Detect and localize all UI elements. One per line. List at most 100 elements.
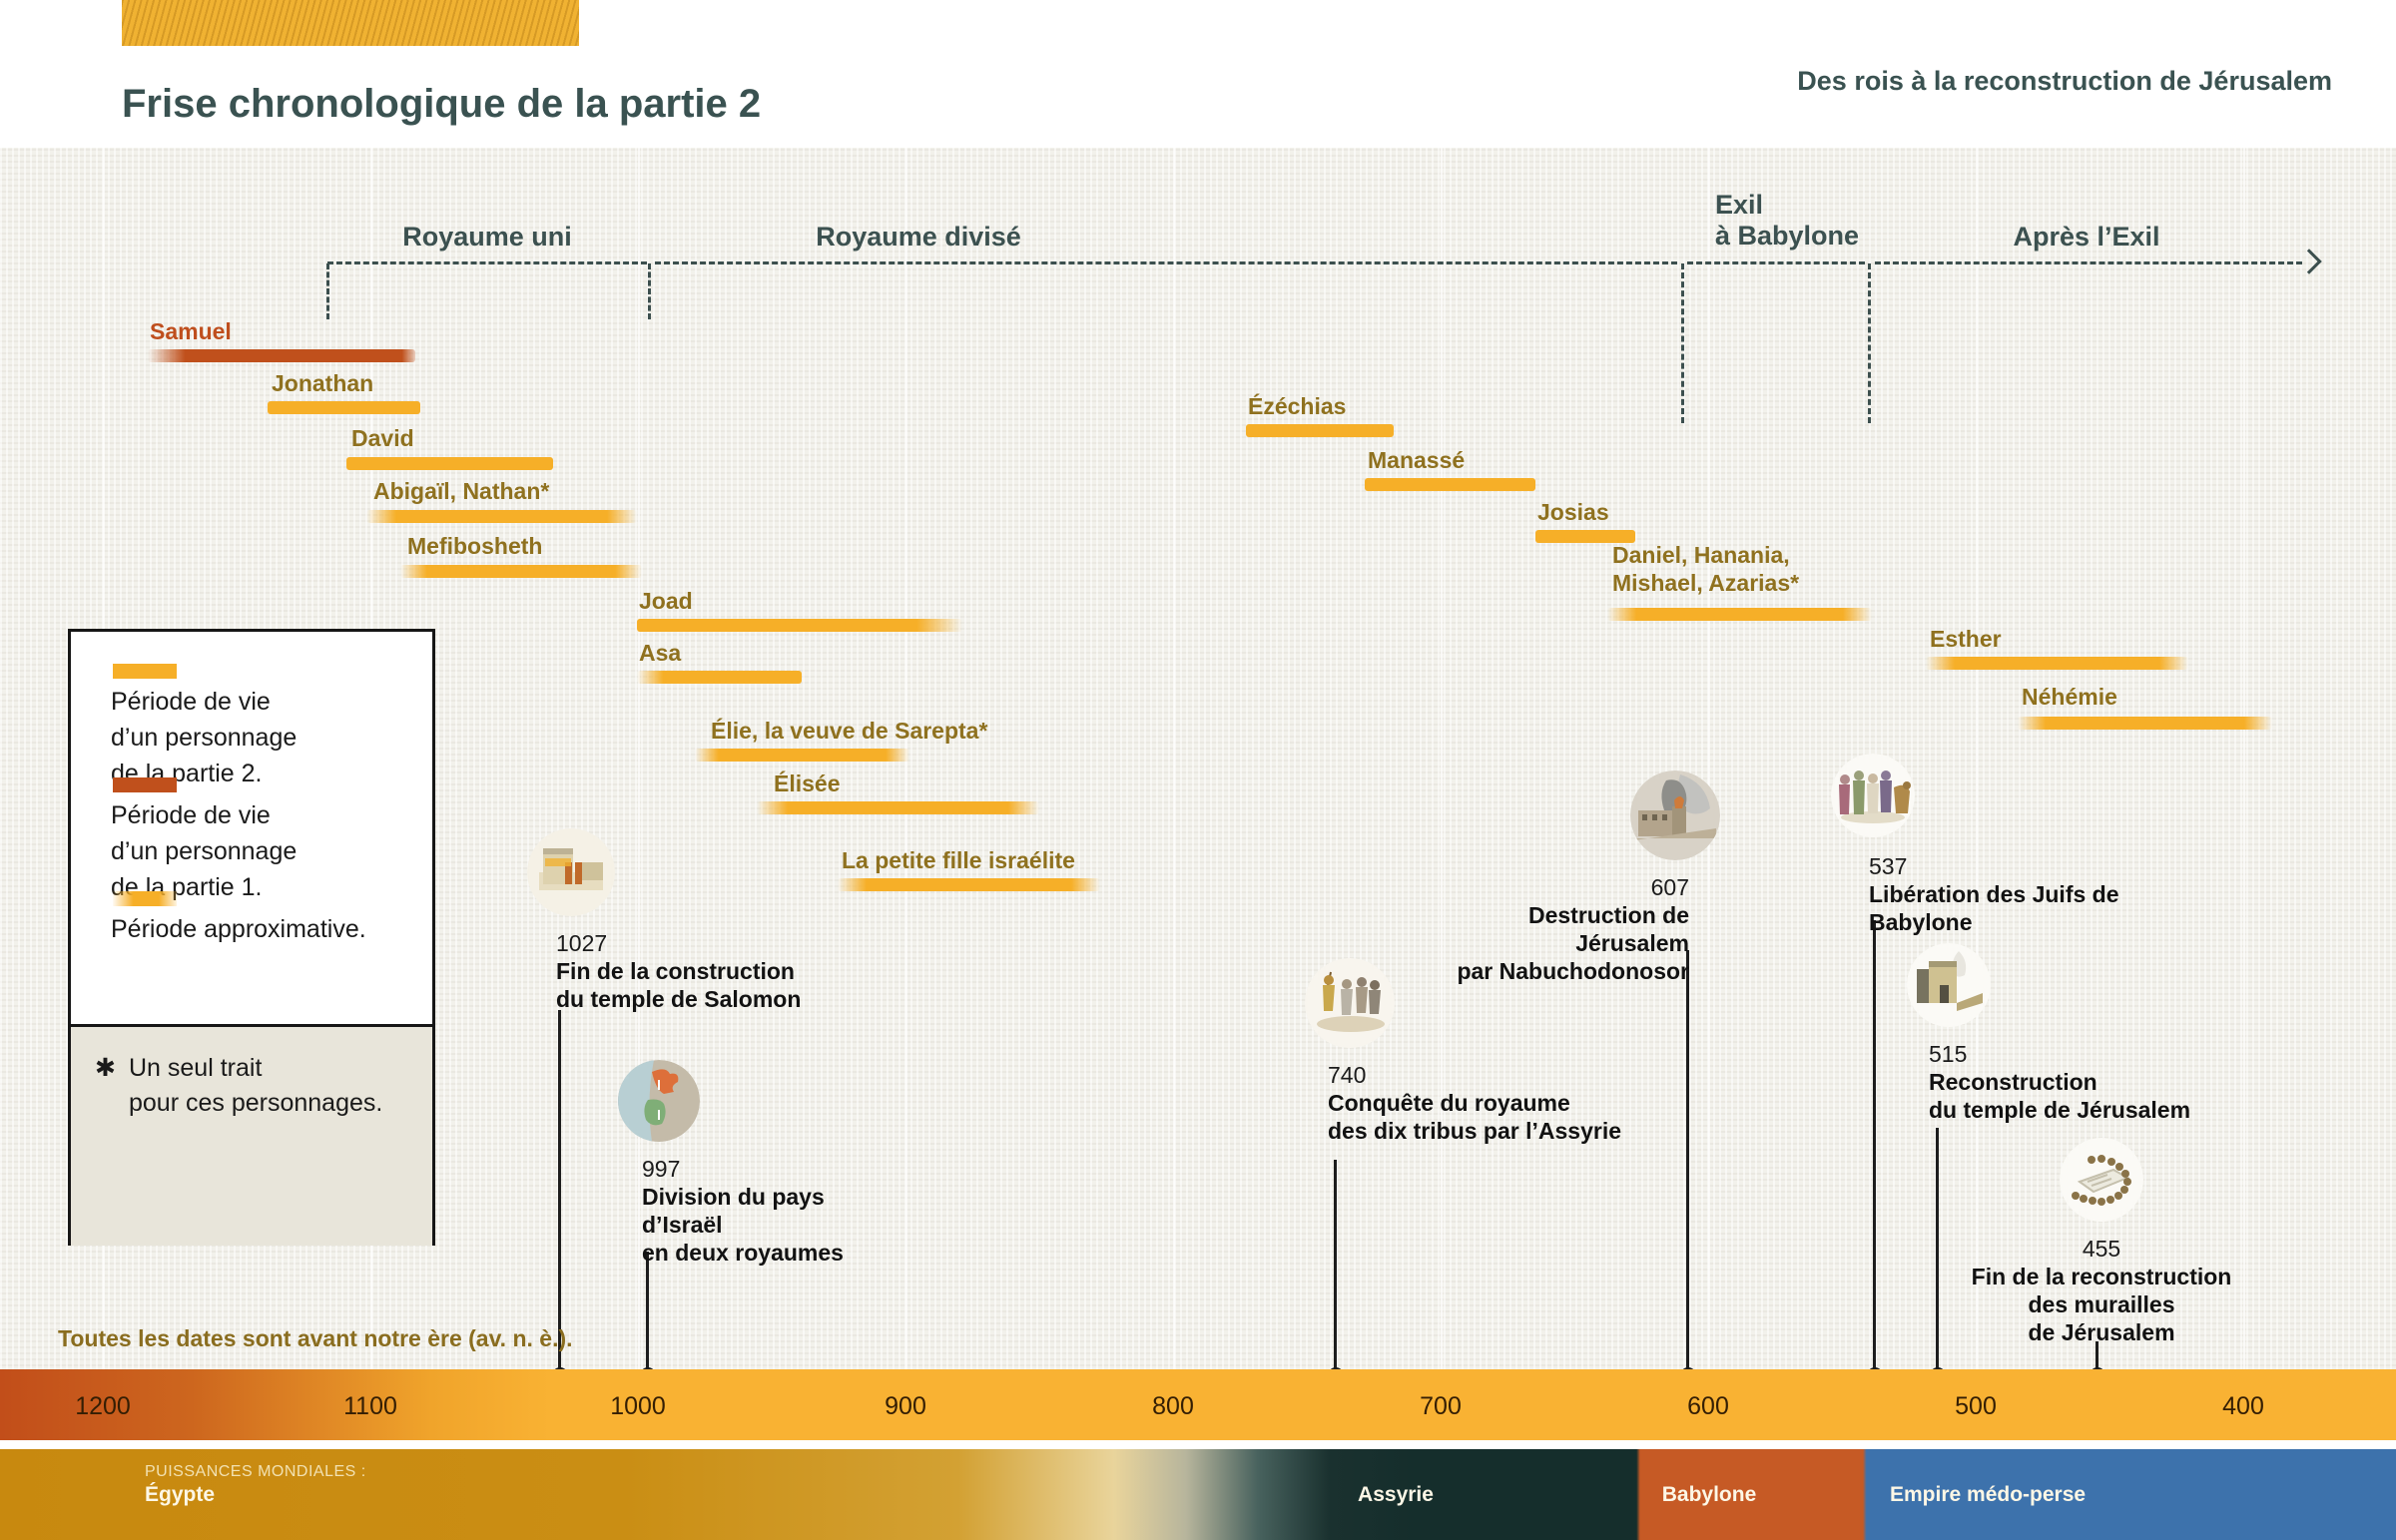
- gridline: [1708, 148, 1710, 1369]
- power-assyrie: Assyrie: [1358, 1483, 1434, 1506]
- axis-year-400: 400: [2222, 1392, 2264, 1420]
- axis-year-800: 800: [1152, 1392, 1194, 1420]
- person-samuel: Samuel: [148, 317, 415, 362]
- legend-label-part1: Période de vie d’un personnage de la par…: [111, 801, 298, 901]
- life-bar: [695, 749, 909, 762]
- bracket-drop: [1868, 263, 1871, 423]
- life-bar: [2018, 717, 2272, 730]
- power-babylone: Babylone: [1661, 1483, 1757, 1506]
- dates-note: Toutes les dates sont avant notre ère (a…: [58, 1325, 573, 1351]
- person-petite-fille-israelite: La petite fille israélite: [838, 846, 1100, 891]
- asterisk-icon: ✱: [95, 1054, 116, 1082]
- event-740-conquete-assyrie: 740 Conquête du royaume des dix tribus p…: [1304, 958, 1623, 1145]
- legend-label-part2: Période de vie d’un personnage de la par…: [111, 688, 298, 787]
- axis-year-600: 600: [1687, 1392, 1729, 1420]
- person-david: David: [346, 424, 553, 470]
- event-line-455: [2096, 1341, 2098, 1369]
- person-esther: Esther: [1926, 625, 2188, 670]
- person-nehemie: Néhémie: [2018, 683, 2272, 730]
- legend-swatch-part1: [113, 777, 177, 792]
- person-abigail-nathan: Abigaïl, Nathan*: [366, 477, 637, 523]
- life-bar: [1607, 608, 1872, 621]
- captifs-assyrie-icon: [1305, 958, 1395, 1048]
- person-josias: Josias: [1535, 498, 1635, 543]
- person-elisee: Élisée: [757, 770, 1039, 814]
- murailles-icon: [2060, 1138, 2143, 1222]
- bracket-drop: [326, 263, 329, 319]
- axis-separator: [0, 1440, 2396, 1449]
- event-515-reconstruction-temple: 515 Reconstruction du temple de Jérusale…: [1905, 943, 2204, 1124]
- bracket-apres-exil: [1875, 261, 2302, 264]
- gridline: [1441, 148, 1443, 1369]
- axis-year-1100: 1100: [343, 1392, 397, 1420]
- life-bar: [1246, 424, 1394, 437]
- gridline: [1173, 148, 1175, 1369]
- axis-year-700: 700: [1420, 1392, 1462, 1420]
- decorative-banner: [122, 0, 579, 46]
- person-joad: Joad: [637, 587, 962, 632]
- period-exil-babylone: Exil à Babylone: [1715, 190, 1860, 251]
- legend-swatch-approx: [113, 891, 177, 906]
- legend-footnote: Un seul trait pour ces personnages.: [129, 1054, 383, 1117]
- person-asa: Asa: [637, 639, 802, 684]
- bracket-exil: [1687, 261, 1865, 264]
- legend-box: Période de vie d’un personnage de la par…: [68, 629, 435, 1246]
- person-ezechias: Ézéchias: [1246, 392, 1394, 437]
- timeline-axis: 1200 1100 1000 900 800 700 600 500 400: [0, 1369, 2396, 1440]
- juifs-liberes-icon: [1831, 754, 1915, 837]
- carte-division-icon: [618, 1060, 700, 1142]
- life-bar: [637, 671, 802, 684]
- person-elie-veuve-sarepta: Élie, la veuve de Sarepta*: [695, 717, 987, 762]
- event-line-740: [1334, 1160, 1337, 1369]
- chart-background: [0, 148, 2396, 1540]
- period-apres-exil: Après l’Exil: [2013, 222, 2160, 252]
- event-607-destruction-jerusalem: 607 Destruction de Jérusalem par Nabucho…: [1430, 770, 1720, 985]
- event-997-division: 997 Division du pays d’Israël en deux ro…: [615, 1060, 895, 1267]
- life-bar: [1535, 530, 1635, 543]
- bracket-drop: [648, 263, 651, 319]
- life-bar: [366, 510, 637, 523]
- event-line-537: [1873, 920, 1876, 1369]
- person-daniel-hanania-mishael-azarias: Daniel, Hanania, Mishael, Azarias*: [1607, 541, 1872, 621]
- power-egypte: Égypte: [145, 1483, 216, 1506]
- power-medo-perse: Empire médo-perse: [1890, 1483, 2087, 1506]
- life-bar: [1365, 478, 1535, 491]
- person-jonathan: Jonathan: [268, 369, 420, 414]
- period-royaume-divise: Royaume divisé: [816, 222, 1021, 252]
- powers-heading: PUISSANCES MONDIALES :: [145, 1463, 366, 1480]
- event-1027-temple-salomon: 1027 Fin de la construction du temple de…: [527, 828, 807, 1013]
- event-line-997: [646, 1252, 649, 1369]
- bracket-royaume-uni: [327, 261, 647, 264]
- life-bar: [346, 457, 553, 470]
- person-mefibosheth: Mefibosheth: [400, 532, 642, 578]
- page-title: Frise chronologique de la partie 2: [122, 82, 762, 126]
- legend-footnote-section: ✱ Un seul trait pour ces personnages.: [71, 1024, 432, 1246]
- axis-year-500: 500: [1955, 1392, 1997, 1420]
- person-manasse: Manassé: [1365, 446, 1535, 491]
- gridline: [2243, 148, 2245, 1369]
- life-bar: [1926, 657, 2188, 670]
- life-bar: [838, 878, 1100, 891]
- world-powers-band: PUISSANCES MONDIALES : Égypte Assyrie Ba…: [0, 1449, 2396, 1540]
- event-537-liberation: 537 Libération des Juifs de Babylone: [1831, 754, 2210, 936]
- period-royaume-uni: Royaume uni: [402, 222, 572, 252]
- legend-swatch-part2: [113, 664, 177, 679]
- jerusalem-detruite-icon: [1630, 770, 1720, 860]
- life-bar: [148, 349, 415, 362]
- axis-year-1200: 1200: [75, 1392, 131, 1420]
- temple-salomon-icon: [527, 828, 615, 916]
- page-subtitle: Des rois à la reconstruction de Jérusale…: [1797, 66, 2332, 96]
- event-455-murailles: 455 Fin de la reconstruction des muraill…: [1952, 1138, 2251, 1346]
- legend-label-approx: Période approximative.: [111, 915, 366, 943]
- event-line-515: [1936, 1128, 1939, 1369]
- life-bar: [400, 565, 642, 578]
- temple-reconstruit-icon: [1907, 943, 1991, 1027]
- gridline: [1976, 148, 1978, 1369]
- event-line-607: [1686, 950, 1689, 1369]
- axis-year-1000: 1000: [610, 1392, 666, 1420]
- event-line-1027: [558, 1010, 561, 1369]
- bracket-royaume-divise: [655, 261, 1677, 264]
- life-bar: [637, 619, 962, 632]
- axis-year-900: 900: [885, 1392, 926, 1420]
